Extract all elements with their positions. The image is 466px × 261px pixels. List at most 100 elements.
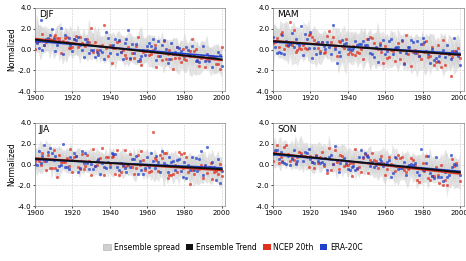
Point: [385, 55, 393, 59]
Point: [441, 170, 449, 174]
Point: [137, 63, 145, 67]
Point: [102, 30, 110, 34]
Point: [271, 45, 279, 49]
Point: [314, 161, 322, 165]
Point: [356, 155, 363, 159]
Point: [408, 63, 415, 68]
Point: [124, 27, 132, 32]
Point: [350, 45, 357, 50]
Point: [441, 55, 449, 59]
Point: [173, 170, 181, 174]
Point: [140, 171, 147, 176]
Point: [452, 163, 460, 167]
Point: [72, 38, 80, 42]
Point: [149, 48, 157, 52]
Text: MAM: MAM: [277, 10, 299, 19]
Point: [190, 53, 198, 57]
Point: [194, 58, 201, 63]
Point: [95, 50, 102, 55]
Point: [323, 168, 331, 172]
Point: [308, 160, 316, 164]
Point: [322, 50, 329, 54]
Point: [320, 162, 327, 166]
Point: [351, 39, 359, 43]
Point: [113, 40, 121, 44]
Point: [456, 63, 464, 67]
Point: [214, 157, 222, 161]
Point: [134, 35, 141, 39]
Point: [288, 156, 295, 161]
Point: [398, 155, 406, 159]
Point: [367, 164, 374, 168]
Point: [389, 171, 397, 175]
Point: [145, 53, 153, 57]
Point: [400, 160, 408, 164]
Point: [408, 156, 415, 160]
Point: [181, 160, 188, 164]
Point: [438, 50, 445, 55]
Point: [199, 176, 207, 181]
Point: [329, 35, 336, 39]
Point: [168, 40, 175, 45]
Point: [89, 147, 96, 151]
Point: [42, 40, 50, 44]
Point: [104, 54, 111, 58]
Point: [356, 165, 363, 169]
Point: [212, 169, 220, 173]
Point: [142, 49, 149, 54]
Point: [173, 45, 181, 50]
Point: [31, 47, 39, 51]
Point: [434, 43, 441, 47]
Point: [294, 48, 301, 52]
Point: [404, 164, 411, 169]
Point: [179, 47, 186, 51]
Point: [393, 45, 400, 49]
Point: [408, 162, 415, 166]
Point: [426, 171, 434, 175]
Point: [299, 52, 307, 57]
Point: [367, 51, 374, 55]
Point: [430, 63, 438, 67]
Point: [61, 36, 69, 40]
Point: [158, 43, 166, 47]
Point: [31, 162, 39, 166]
Point: [301, 32, 308, 36]
Point: [117, 50, 124, 55]
Point: [196, 63, 203, 68]
Point: [282, 143, 290, 147]
Point: [155, 159, 162, 164]
Y-axis label: Normalized: Normalized: [7, 143, 16, 186]
Point: [281, 161, 288, 165]
Point: [179, 53, 186, 57]
Point: [130, 171, 137, 176]
Point: [411, 51, 419, 55]
Point: [316, 155, 323, 159]
Point: [269, 34, 277, 39]
Point: [421, 167, 428, 171]
Point: [155, 54, 162, 58]
Point: [305, 33, 312, 37]
Point: [434, 175, 441, 179]
Point: [374, 46, 382, 51]
Point: [72, 154, 80, 158]
Point: [372, 45, 380, 49]
Point: [331, 144, 338, 148]
Point: [124, 162, 132, 166]
Point: [273, 147, 281, 152]
Point: [454, 169, 462, 174]
Point: [106, 162, 113, 166]
Point: [70, 37, 78, 41]
Point: [292, 37, 299, 41]
Point: [144, 155, 151, 159]
Point: [361, 43, 369, 48]
Point: [290, 28, 297, 32]
Point: [452, 50, 460, 54]
Point: [175, 46, 183, 50]
Point: [333, 160, 340, 164]
Point: [57, 51, 65, 56]
Point: [181, 54, 188, 58]
Point: [292, 161, 299, 165]
Point: [312, 41, 320, 45]
Point: [201, 163, 209, 167]
Point: [216, 181, 224, 185]
